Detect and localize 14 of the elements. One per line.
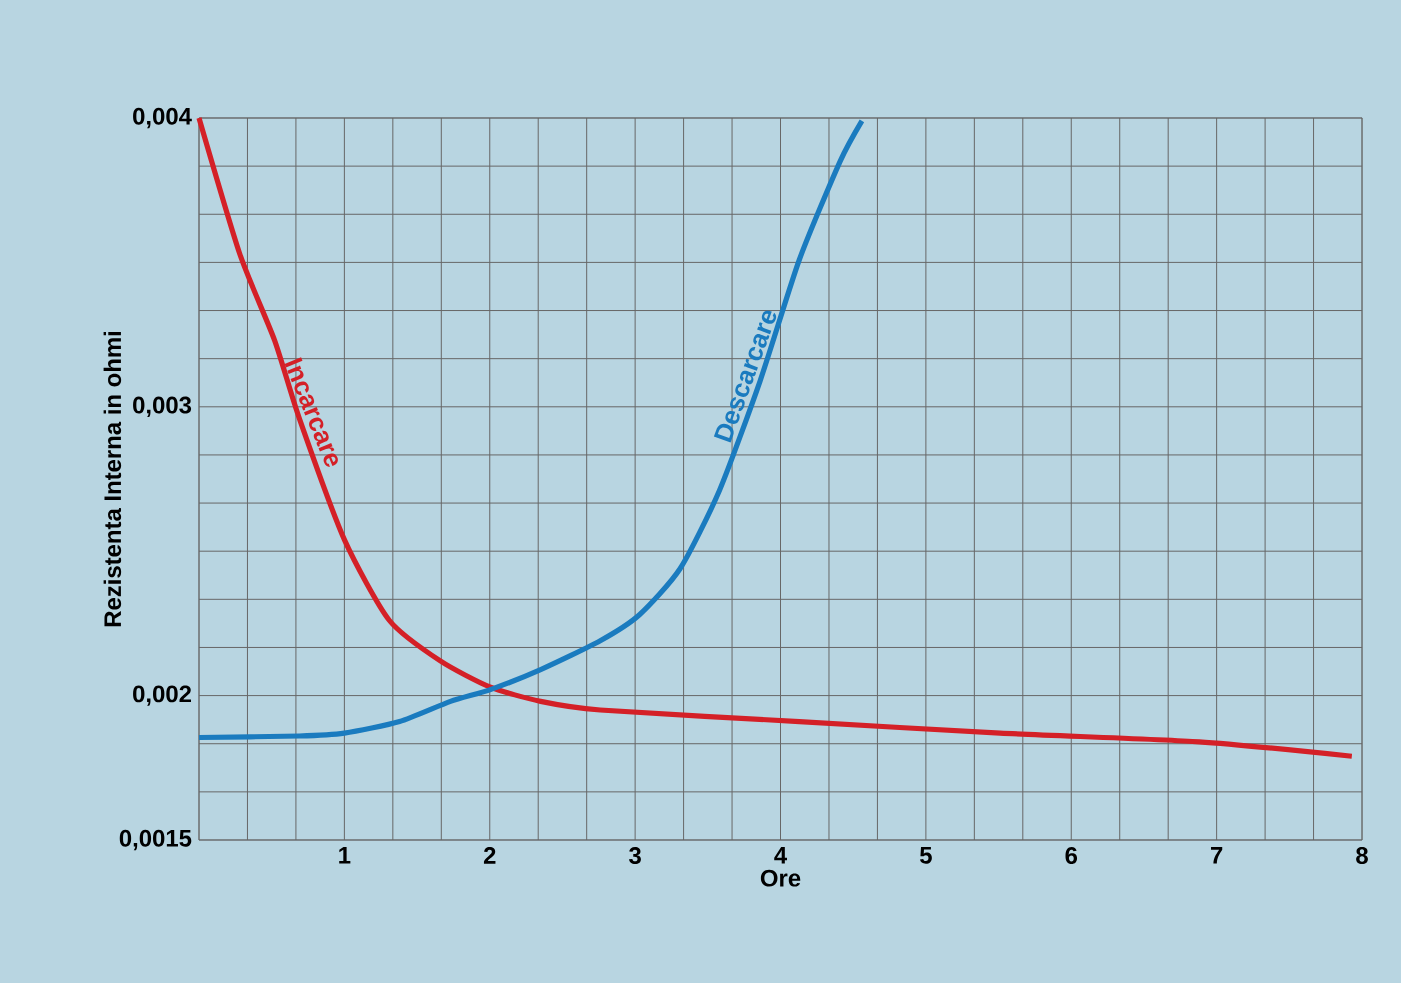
- x-tick-label: 3: [629, 847, 641, 865]
- x-tick-label: 8: [1356, 847, 1368, 864]
- x-tick-label: 6: [1065, 847, 1078, 864]
- x-tick-label: 5: [919, 847, 932, 864]
- y-tick-label: 0,003: [133, 396, 192, 417]
- x-axis-title: Ore: [760, 869, 801, 887]
- y-axis-title: Rezistenta Interna in ohmi: [103, 331, 122, 627]
- y-tick-label: 0,004: [133, 107, 192, 129]
- x-tick-label: 2: [483, 847, 496, 864]
- x-tick-label: 1: [339, 847, 351, 864]
- x-tick-label: 7: [1211, 847, 1223, 864]
- y-tick-label: 0,002: [133, 685, 191, 706]
- y-tick-label: 0,0015: [119, 829, 192, 851]
- x-tick-label: 4: [774, 847, 788, 864]
